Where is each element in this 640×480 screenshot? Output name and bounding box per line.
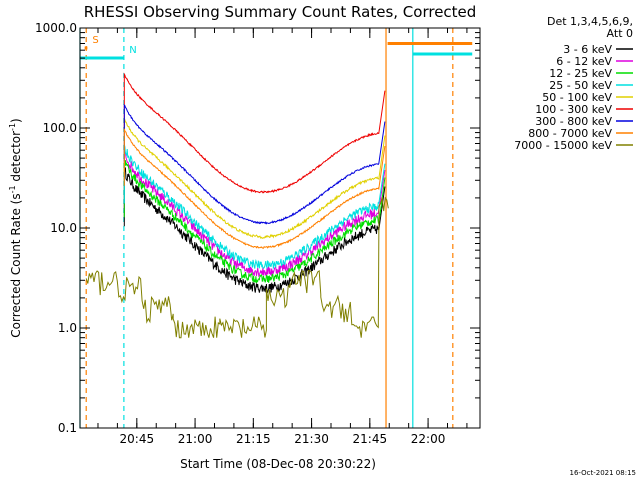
legend-label: 3 - 6 keV: [563, 43, 612, 56]
legend-label: 6 - 12 keV: [556, 55, 612, 68]
legend-label: 100 - 300 keV: [535, 103, 612, 116]
x-tick-label: 20:45: [120, 432, 155, 446]
y-axis-label: Corrected Count Rate (s-1 detector-1): [8, 118, 23, 337]
chart-title: RHESSI Observing Summary Count Rates, Co…: [84, 3, 477, 21]
y-tick-label: 0.1: [58, 421, 77, 435]
y-tick-label: 1000.0: [35, 21, 77, 35]
legend-header-line-2: Att 0: [607, 27, 633, 40]
flag-label: N: [129, 45, 136, 56]
series-line: [123, 118, 386, 239]
series-line: [123, 128, 386, 249]
x-axis-label: Start Time (08-Dec-08 20:30:22): [180, 457, 376, 471]
y-tick-label: 100.0: [43, 121, 77, 135]
x-tick-label: 21:45: [353, 432, 388, 446]
x-tick-label: 21:00: [178, 432, 213, 446]
plot-frame: [79, 27, 481, 429]
series-line: [123, 149, 386, 278]
x-tick-label: 22:00: [411, 432, 446, 446]
series-line: [123, 144, 386, 270]
legend-label: 300 - 800 keV: [535, 115, 612, 128]
legend-label: 50 - 100 keV: [542, 91, 612, 104]
footer-date: 16-Oct-2021 08:15: [570, 469, 636, 477]
y-tick-label: 10.0: [50, 221, 77, 235]
series-line: [85, 196, 389, 339]
legend-label: 7000 - 15000 keV: [514, 139, 612, 152]
series-line: [123, 167, 386, 294]
series-line: [123, 160, 386, 284]
y-tick-label: 1.0: [58, 321, 77, 335]
plot-area: SN: [79, 28, 473, 428]
series-line: [123, 72, 386, 194]
x-tick-label: 21:15: [236, 432, 271, 446]
y-axis: 0.1 1.0 10.0 100.0 1000.0: [35, 21, 480, 435]
x-tick-label: 21:30: [294, 432, 329, 446]
flag-label: S: [92, 35, 98, 46]
series-line: [123, 104, 386, 225]
legend-label: 800 - 7000 keV: [528, 127, 612, 140]
legend-label: 25 - 50 keV: [549, 79, 612, 92]
legend-header-line-1: Det 1,3,4,5,6,9,: [547, 15, 633, 28]
x-axis: 20:45 21:00 21:15 21:30 21:45 22:00: [97, 28, 468, 446]
legend-label: 12 - 25 keV: [549, 67, 612, 80]
